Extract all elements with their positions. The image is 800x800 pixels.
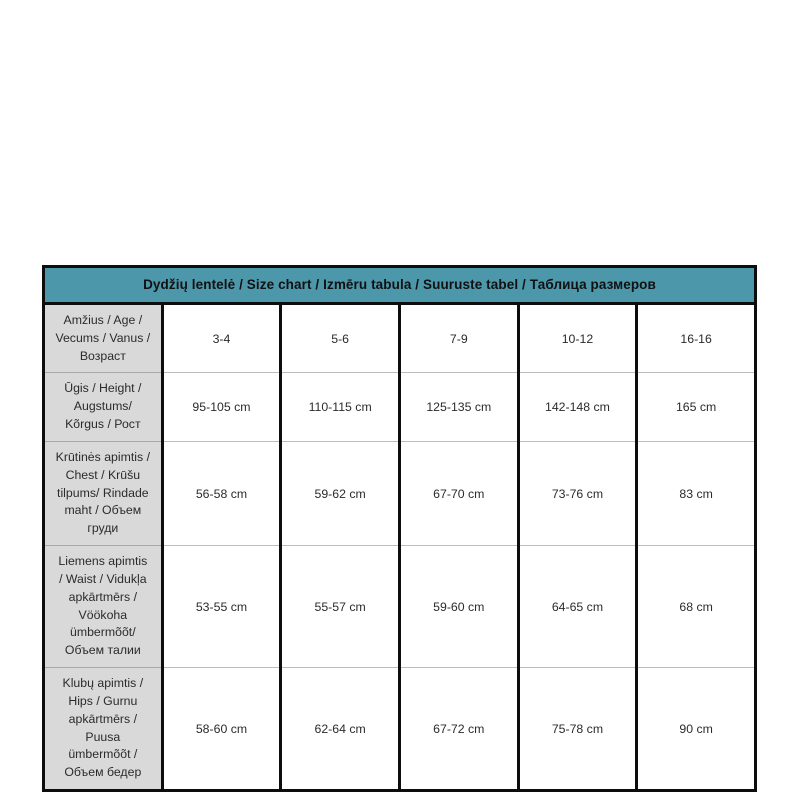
row-label-chest: Krūtinės apimtis / Chest / Krūšu tilpums… (43, 441, 164, 547)
cell-chest-7-9: 67-70 cm (399, 441, 520, 547)
table-row: Ūgis / Height / Augstums/ Kõrgus / Рост … (43, 372, 756, 442)
size-chart-table: Dydžių lentelė / Size chart / Izmēru tab… (42, 265, 757, 793)
row-label-waist: Liemens apimtis / Waist / Vidukļa apkārt… (43, 545, 164, 669)
cell-age-7-9: 7-9 (399, 303, 520, 374)
cell-height-3-4: 95-105 cm (162, 372, 283, 442)
header-row: Dydžių lentelė / Size chart / Izmēru tab… (43, 266, 756, 305)
cell-hips-3-4: 58-60 cm (162, 667, 283, 791)
cell-height-5-6: 110-115 cm (280, 372, 401, 442)
cell-chest-10-12: 73-76 cm (518, 441, 639, 547)
cell-waist-7-9: 59-60 cm (399, 545, 520, 669)
cell-height-10-12: 142-148 cm (518, 372, 639, 442)
row-label-age: Amžius / Age / Vecums / Vanus / Возраст (43, 303, 164, 374)
cell-height-7-9: 125-135 cm (399, 372, 520, 442)
table-row: Amžius / Age / Vecums / Vanus / Возраст … (43, 303, 756, 374)
cell-hips-5-6: 62-64 cm (280, 667, 401, 791)
cell-age-5-6: 5-6 (280, 303, 401, 374)
cell-waist-3-4: 53-55 cm (162, 545, 283, 669)
size-chart-title: Dydžių lentelė / Size chart / Izmēru tab… (43, 266, 756, 305)
cell-hips-7-9: 67-72 cm (399, 667, 520, 791)
table-row: Klubų apimtis / Hips / Gurnu apkārtmērs … (43, 667, 756, 791)
size-chart-body: Amžius / Age / Vecums / Vanus / Возраст … (43, 303, 756, 791)
cell-hips-10-12: 75-78 cm (518, 667, 639, 791)
table-row: Liemens apimtis / Waist / Vidukļa apkārt… (43, 545, 756, 669)
cell-waist-10-12: 64-65 cm (518, 545, 639, 669)
cell-chest-16-16: 83 cm (636, 441, 756, 547)
cell-hips-16-16: 90 cm (636, 667, 756, 791)
size-chart-header: Dydžių lentelė / Size chart / Izmēru tab… (43, 266, 756, 305)
cell-age-3-4: 3-4 (162, 303, 283, 374)
table-row: Krūtinės apimtis / Chest / Krūšu tilpums… (43, 441, 756, 547)
cell-waist-5-6: 55-57 cm (280, 545, 401, 669)
cell-age-16-16: 16-16 (636, 303, 756, 374)
cell-chest-5-6: 59-62 cm (280, 441, 401, 547)
cell-age-10-12: 10-12 (518, 303, 639, 374)
cell-height-16-16: 165 cm (636, 372, 756, 442)
row-label-height: Ūgis / Height / Augstums/ Kõrgus / Рост (43, 372, 164, 442)
row-label-hips: Klubų apimtis / Hips / Gurnu apkārtmērs … (43, 667, 164, 791)
cell-waist-16-16: 68 cm (636, 545, 756, 669)
cell-chest-3-4: 56-58 cm (162, 441, 283, 547)
